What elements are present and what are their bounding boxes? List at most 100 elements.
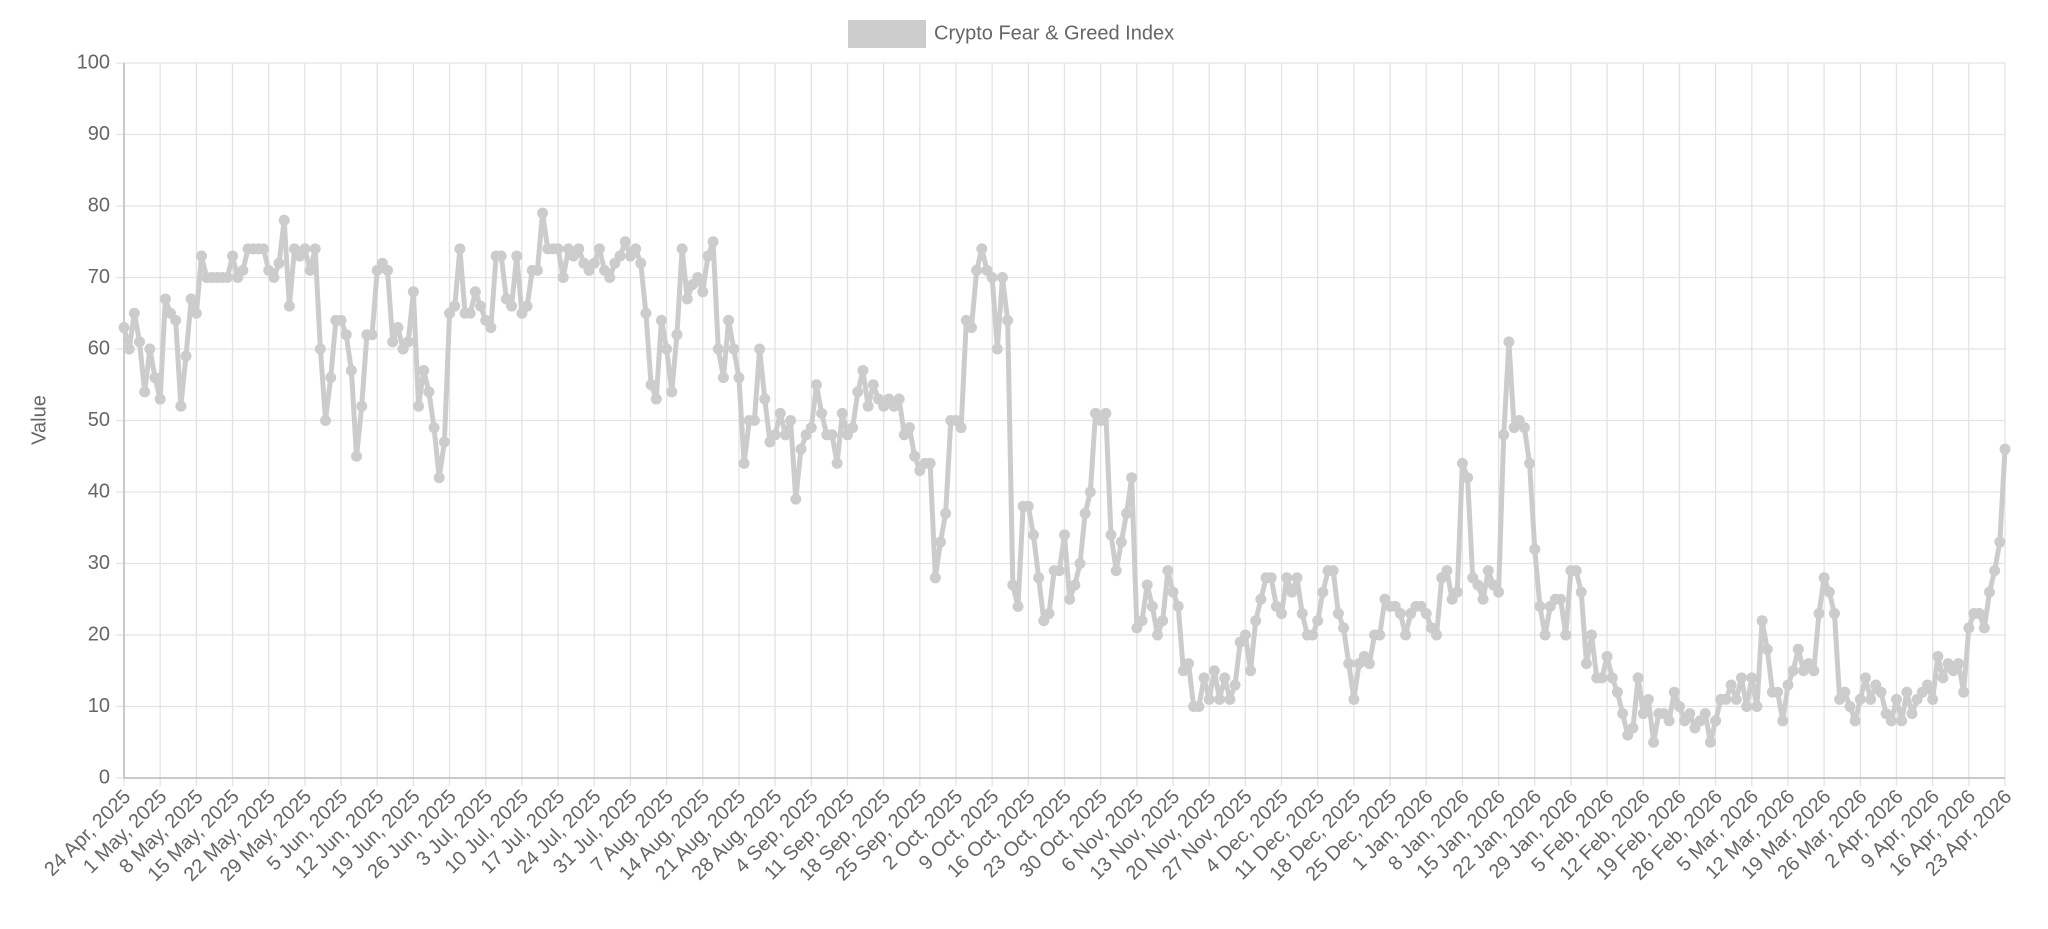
data-point xyxy=(1431,629,1443,641)
data-point xyxy=(1875,686,1887,698)
data-point xyxy=(1079,507,1091,519)
data-point xyxy=(1627,722,1639,734)
data-point xyxy=(123,343,135,355)
data-point xyxy=(1808,665,1820,677)
y-tick-label: 80 xyxy=(88,194,110,216)
data-point xyxy=(1854,693,1866,705)
data-point xyxy=(1839,686,1851,698)
data-point xyxy=(283,300,295,312)
data-point xyxy=(1725,679,1737,691)
data-point xyxy=(506,300,518,312)
data-point xyxy=(671,329,683,341)
data-point xyxy=(521,300,533,312)
data-point xyxy=(314,343,326,355)
data-point xyxy=(1462,472,1474,484)
data-point xyxy=(692,272,704,283)
data-point xyxy=(1782,679,1794,691)
data-point xyxy=(1859,672,1871,684)
data-point xyxy=(1307,629,1319,641)
data-point xyxy=(805,422,817,434)
data-point xyxy=(1792,643,1804,655)
data-point xyxy=(1885,715,1897,727)
data-point xyxy=(1183,658,1195,670)
y-tick-label: 60 xyxy=(88,337,110,359)
data-point xyxy=(1110,565,1122,577)
data-point xyxy=(1332,608,1344,620)
data-point xyxy=(893,393,905,405)
data-point xyxy=(785,415,797,426)
data-point xyxy=(1296,608,1308,620)
data-point xyxy=(1224,693,1236,705)
data-point xyxy=(149,372,161,384)
data-point xyxy=(537,207,549,219)
data-point xyxy=(495,250,507,262)
data-point xyxy=(810,379,822,391)
data-point xyxy=(1498,429,1510,441)
data-point xyxy=(847,422,859,434)
data-point xyxy=(1637,708,1649,720)
data-point xyxy=(159,293,171,305)
data-point xyxy=(1214,693,1226,705)
data-point xyxy=(1255,593,1267,605)
data-point xyxy=(325,372,337,384)
data-point xyxy=(273,257,285,269)
data-point xyxy=(940,507,952,519)
data-point xyxy=(857,364,869,376)
data-point xyxy=(924,457,936,469)
data-point xyxy=(1126,472,1138,484)
data-point xyxy=(1482,565,1494,577)
data-point xyxy=(175,400,187,412)
y-tick-label: 100 xyxy=(77,51,110,73)
data-point xyxy=(1890,693,1902,705)
y-tick-label: 40 xyxy=(88,480,110,502)
data-point xyxy=(1312,615,1324,627)
data-point xyxy=(475,300,487,312)
data-point xyxy=(1921,679,1933,691)
data-point xyxy=(676,243,688,255)
data-point xyxy=(1777,715,1789,727)
data-point xyxy=(1518,422,1530,434)
data-point xyxy=(1575,586,1587,598)
data-point xyxy=(227,250,239,262)
data-point xyxy=(1472,579,1484,591)
data-point xyxy=(1730,693,1742,705)
data-point xyxy=(971,264,983,276)
data-point xyxy=(1503,336,1515,348)
data-point xyxy=(454,243,466,255)
data-point xyxy=(976,243,988,255)
data-point xyxy=(511,250,523,262)
data-point xyxy=(748,415,760,426)
y-tick-label: 70 xyxy=(88,266,110,288)
data-point xyxy=(1906,708,1918,720)
data-point xyxy=(170,314,182,326)
data-point xyxy=(1896,715,1908,727)
data-point xyxy=(1761,643,1773,655)
data-point xyxy=(909,450,921,462)
data-point xyxy=(754,343,766,355)
data-point xyxy=(986,272,998,283)
data-point xyxy=(320,415,332,426)
data-point xyxy=(309,243,321,255)
data-point xyxy=(1157,615,1169,627)
data-point xyxy=(134,336,146,348)
data-point xyxy=(1002,314,1014,326)
data-point xyxy=(1033,572,1045,584)
data-point xyxy=(552,243,564,255)
data-point xyxy=(1668,686,1680,698)
data-point xyxy=(237,264,249,276)
y-tick-label: 90 xyxy=(88,123,110,145)
data-point xyxy=(1539,629,1551,641)
data-point xyxy=(382,264,394,276)
data-point xyxy=(1813,608,1825,620)
data-point xyxy=(934,536,946,548)
data-point xyxy=(1684,708,1696,720)
y-tick-label: 50 xyxy=(88,409,110,431)
data-point xyxy=(278,214,290,226)
data-point xyxy=(1043,608,1055,620)
data-point xyxy=(418,364,430,376)
data-point xyxy=(1560,629,1572,641)
data-point xyxy=(1115,536,1127,548)
data-point xyxy=(816,407,828,419)
data-point xyxy=(650,393,662,405)
data-point xyxy=(1828,608,1840,620)
